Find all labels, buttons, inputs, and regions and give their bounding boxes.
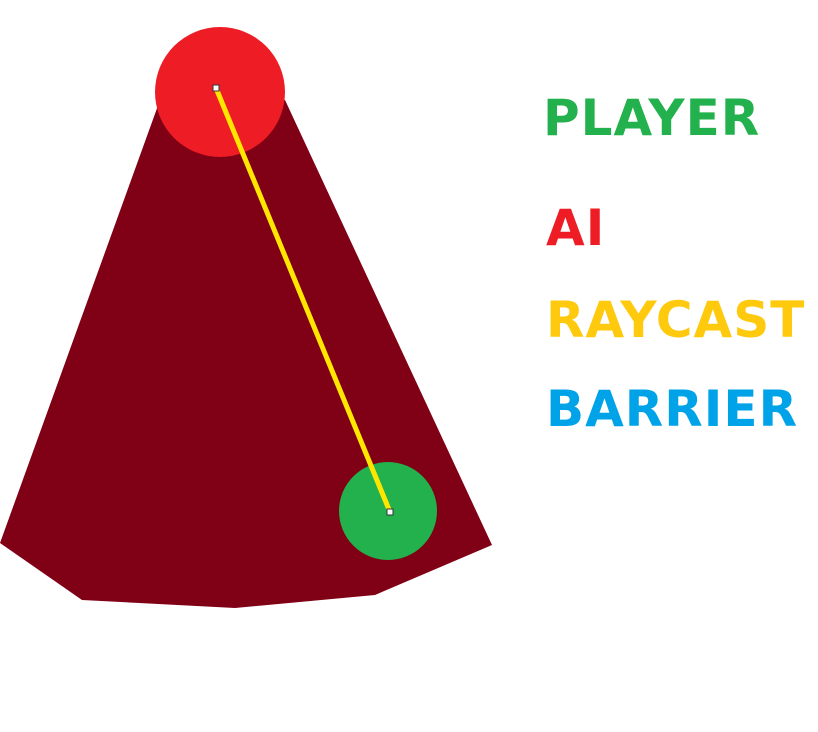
raycast-line [213, 85, 393, 515]
raycast-start-marker [212, 84, 220, 92]
legend-raycast-label: RAYCAST [546, 291, 806, 349]
legend-player-label: PLAYER [543, 89, 761, 147]
raycast-end-marker [386, 508, 394, 516]
legend-barrier-label: BARRIER [546, 380, 799, 438]
legend-ai-label: AI [546, 199, 606, 257]
